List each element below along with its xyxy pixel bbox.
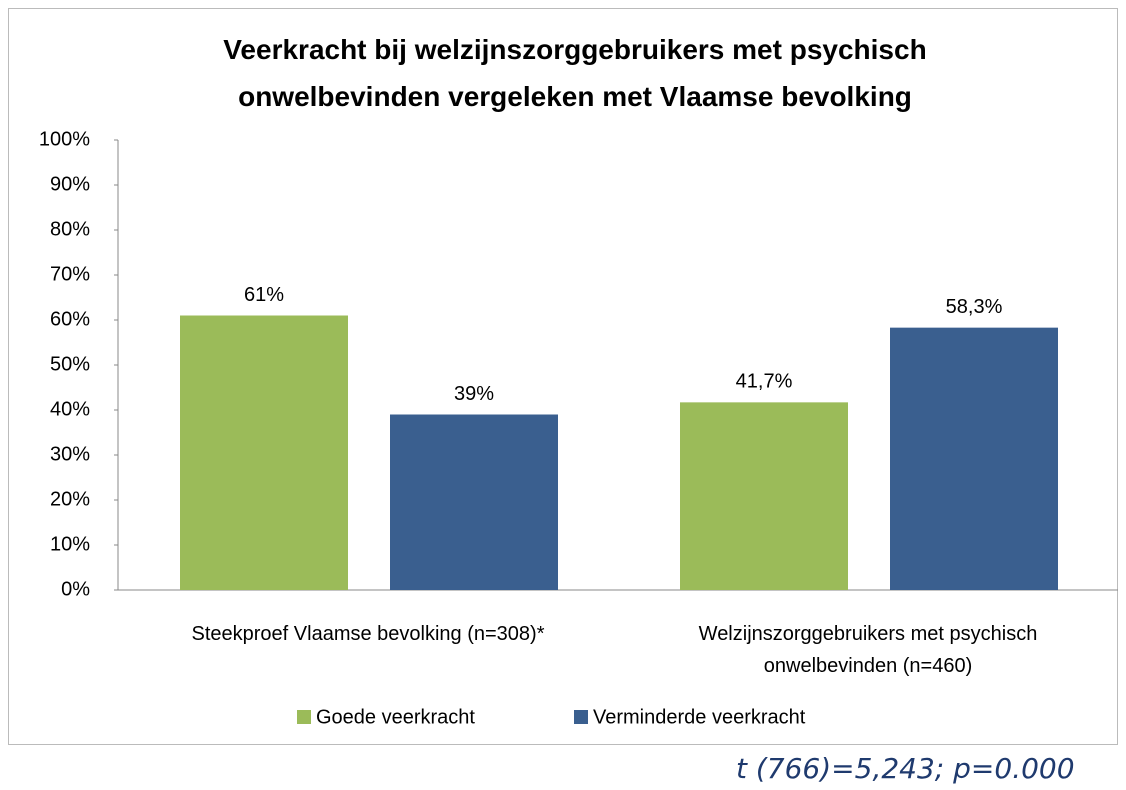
bar — [390, 414, 558, 590]
data-label: 58,3% — [946, 296, 1003, 318]
bar — [180, 315, 348, 590]
y-tick-label: 60% — [50, 308, 90, 330]
bar — [890, 327, 1058, 590]
legend-label: Verminderde veerkracht — [593, 706, 806, 728]
data-label: 41,7% — [736, 371, 793, 393]
legend-swatch — [574, 710, 588, 724]
x-tick-label: Steekproef Vlaamse bevolking (n=308)* — [191, 623, 545, 645]
chart-title: Veerkracht bij welzijnszorggebruikers me… — [223, 34, 927, 112]
y-tick-label: 100% — [39, 128, 90, 150]
y-tick-label: 40% — [50, 398, 90, 420]
data-label: 61% — [244, 284, 284, 306]
y-tick-label: 10% — [50, 533, 90, 555]
bar — [680, 402, 848, 590]
y-tick-label: 50% — [50, 353, 90, 375]
legend-swatch — [297, 710, 311, 724]
legend-label: Goede veerkracht — [316, 706, 475, 728]
annotation: t (766)=5,243; p=0.000 — [736, 752, 1075, 785]
y-tick-label: 0% — [61, 578, 90, 600]
y-tick-label: 80% — [50, 218, 90, 240]
y-tick-label: 30% — [50, 443, 90, 465]
x-tick-label: Welzijnszorggebruikers met psychisch onw… — [698, 623, 1038, 677]
chart-frame — [8, 8, 1118, 745]
y-tick-label: 70% — [50, 263, 90, 285]
y-tick-label: 90% — [50, 173, 90, 195]
y-tick-label: 20% — [50, 488, 90, 510]
data-label: 39% — [454, 383, 494, 405]
